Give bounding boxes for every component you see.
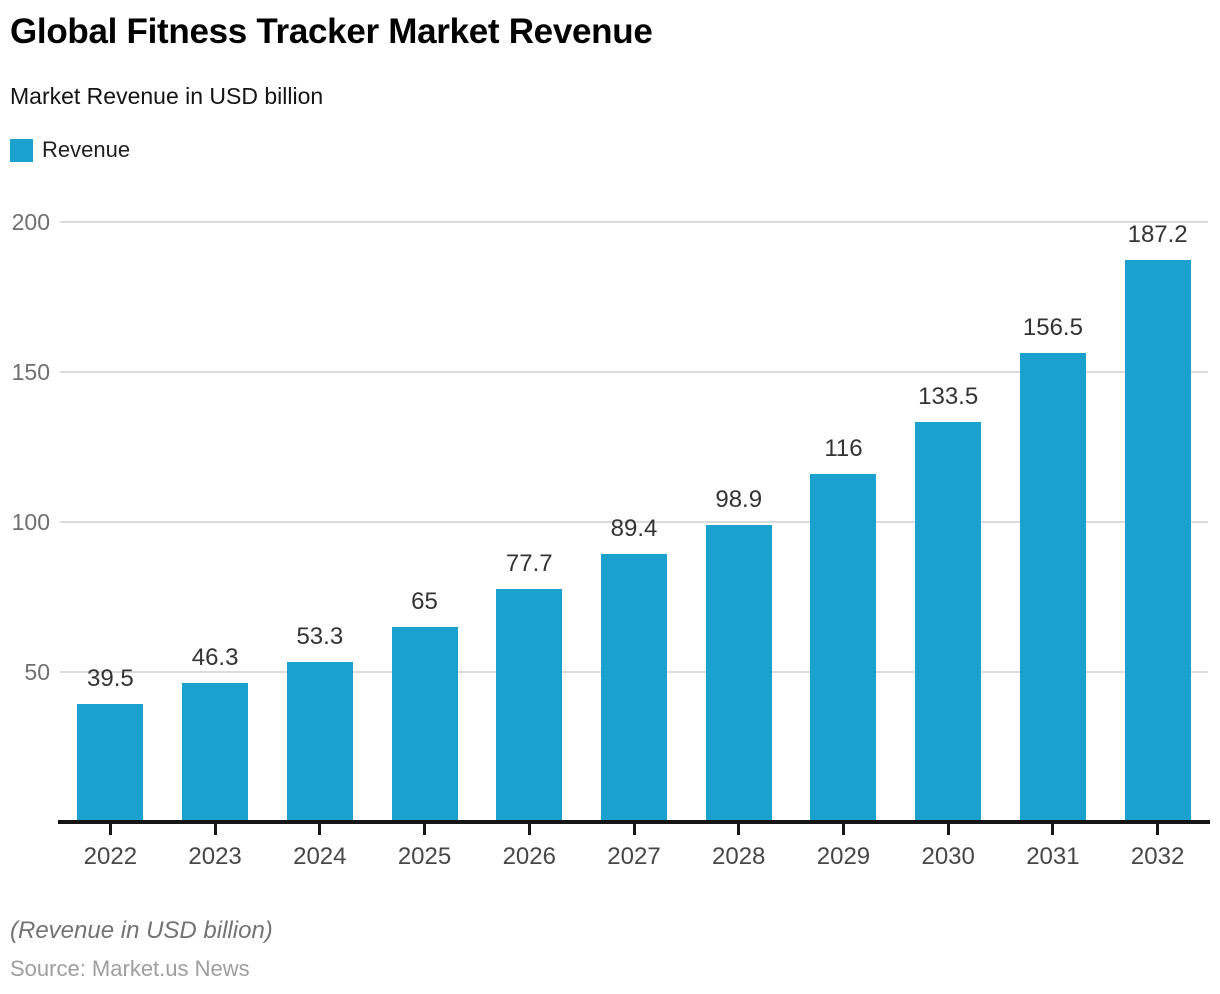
bar-2027[interactable] <box>601 553 667 822</box>
bar-value-label: 65 <box>411 588 438 615</box>
bar-2025[interactable] <box>391 627 458 822</box>
bar-value-label: 98.9 <box>715 486 763 514</box>
y-axis-label: 100 <box>11 509 50 535</box>
x-axis-label: 2022 <box>83 843 138 870</box>
bar-2032[interactable] <box>1124 260 1191 822</box>
x-axis-tick <box>632 824 636 835</box>
source-text: Source: Market.us News <box>10 956 250 981</box>
x-axis-tick <box>946 824 950 835</box>
x-axis-tick <box>527 824 531 835</box>
x-axis-tick <box>108 824 112 835</box>
bar-value-label: 39.5 <box>87 664 134 692</box>
bar-2028[interactable] <box>705 525 772 822</box>
x-axis-tick <box>841 824 845 835</box>
x-axis-tick <box>1051 824 1055 835</box>
legend: Revenue <box>10 137 130 163</box>
x-axis-tick <box>1156 824 1160 835</box>
x-axis-label: 2024 <box>293 843 347 870</box>
bar-2029[interactable] <box>810 474 877 822</box>
legend-item-revenue[interactable]: Revenue <box>42 137 131 162</box>
x-axis-tick <box>318 824 322 835</box>
bar-value-label: 187.2 <box>1127 221 1188 249</box>
bar-2031[interactable] <box>1019 352 1086 822</box>
bar-value-label: 116 <box>824 435 863 462</box>
x-axis-label: 2029 <box>816 843 871 870</box>
x-axis-line <box>58 820 1210 824</box>
x-axis-label: 2030 <box>921 843 975 870</box>
x-axis-tick <box>213 824 217 835</box>
page-title: Global Fitness Tracker Market Revenue <box>10 12 653 51</box>
chart-footnote: (Revenue in USD billion) <box>10 917 273 944</box>
x-axis-label: 2026 <box>502 843 556 870</box>
bar-2022[interactable] <box>77 703 144 822</box>
bar-2030[interactable] <box>915 421 982 822</box>
x-axis-label: 2027 <box>607 843 661 870</box>
x-axis-label: 2023 <box>188 843 242 870</box>
bar-value-label: 89.4 <box>610 514 658 542</box>
x-axis-label: 2032 <box>1130 843 1185 870</box>
bar-value-label: 77.7 <box>505 549 553 577</box>
gridline <box>60 521 1208 523</box>
legend-swatch-icon[interactable] <box>10 138 33 162</box>
bar-2023[interactable] <box>182 683 249 822</box>
x-axis-label: 2025 <box>397 843 452 870</box>
y-axis-label: 50 <box>24 659 50 685</box>
bar-2024[interactable] <box>286 662 353 822</box>
bar-value-label: 46.3 <box>191 644 239 672</box>
bar-value-label: 156.5 <box>1022 313 1083 341</box>
x-axis-tick <box>423 824 427 835</box>
y-axis-label: 200 <box>11 209 50 235</box>
x-axis-label: 2028 <box>712 843 766 870</box>
gridline <box>60 371 1208 373</box>
bar-value-label: 133.5 <box>918 382 979 410</box>
y-axis-label: 150 <box>11 359 50 385</box>
x-axis-tick <box>737 824 741 835</box>
gridline <box>60 221 1208 223</box>
bar-value-label: 53.3 <box>296 623 344 651</box>
chart-subtitle: Market Revenue in USD billion <box>10 83 324 109</box>
x-axis-label: 2031 <box>1026 843 1080 870</box>
bar-2026[interactable] <box>496 588 563 822</box>
